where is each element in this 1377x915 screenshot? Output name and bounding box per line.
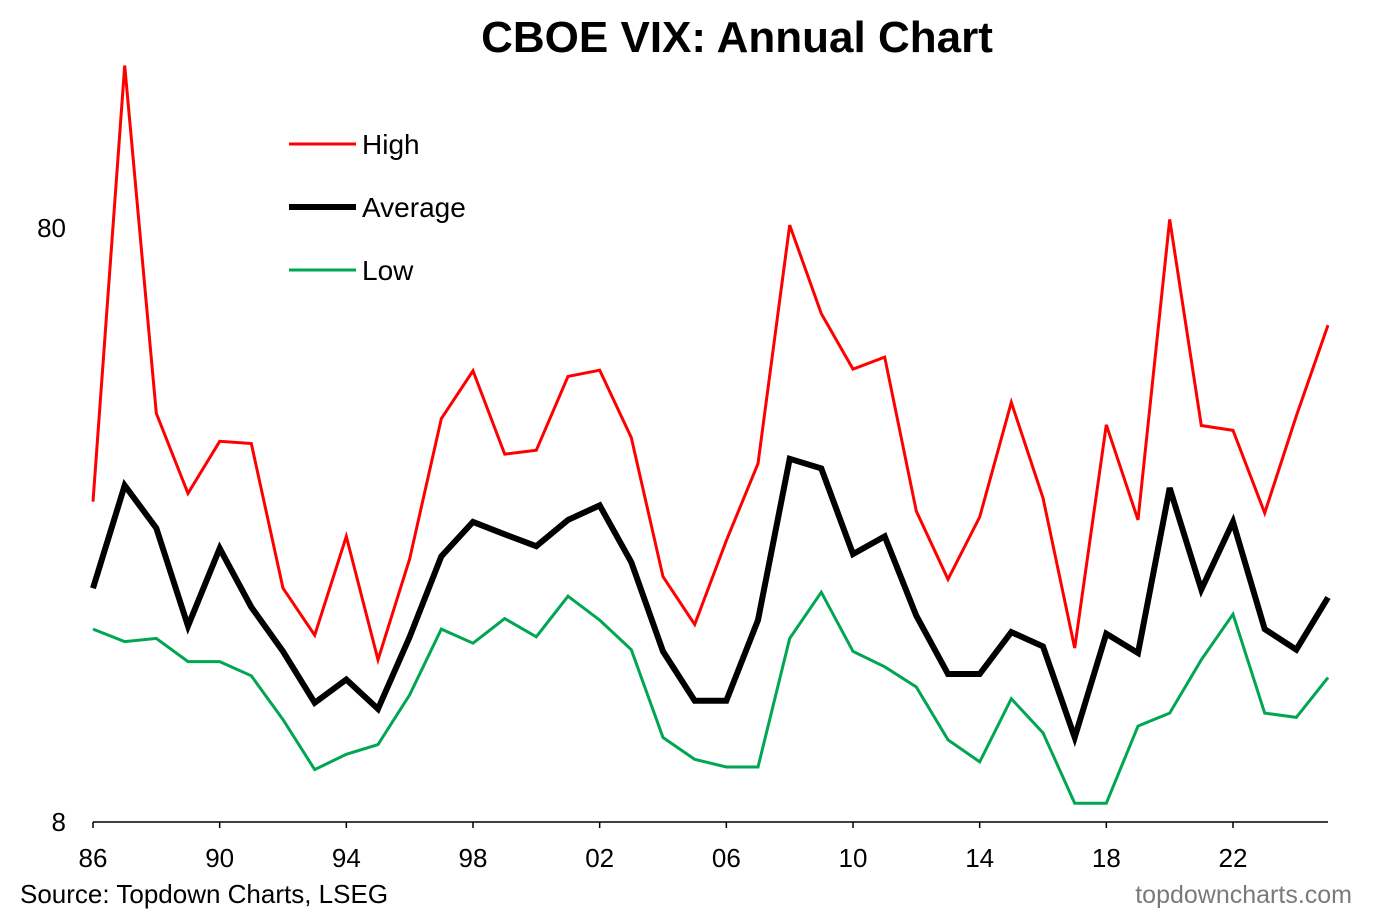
- series-layer: [90, 65, 1331, 805]
- x-tick-label: 10: [839, 843, 868, 873]
- x-tick-label: 98: [459, 843, 488, 873]
- y-tick-label: 80: [37, 213, 66, 243]
- legend: High Average Low: [289, 129, 466, 286]
- y-axis-ticks: 80 8: [37, 213, 66, 837]
- series-line-low: [92, 589, 1330, 805]
- chart-title: CBOE VIX: Annual Chart: [481, 13, 993, 62]
- legend-label-high: High: [362, 129, 420, 160]
- legend-item-low: Low: [289, 255, 414, 286]
- x-tick-label: 06: [712, 843, 741, 873]
- x-tick-label: 90: [205, 843, 234, 873]
- x-tick-label: 94: [332, 843, 361, 873]
- x-tick-label: 18: [1092, 843, 1121, 873]
- legend-label-low: Low: [362, 255, 414, 286]
- series-line-average: [90, 454, 1331, 748]
- watermark: topdowncharts.com: [1135, 881, 1352, 909]
- legend-item-average: Average: [289, 192, 466, 223]
- legend-label-average: Average: [362, 192, 466, 223]
- x-tick-label: 86: [79, 843, 108, 873]
- legend-item-high: High: [289, 129, 420, 160]
- plot-area: 86 90 94 98 02 06 10 14 18 22 80 8: [37, 65, 1331, 873]
- x-axis-ticks: 86 90 94 98 02 06 10 14 18 22: [79, 822, 1248, 873]
- source-note: Source: Topdown Charts, LSEG: [20, 879, 388, 909]
- y-tick-label: 8: [52, 807, 66, 837]
- x-tick-label: 22: [1219, 843, 1248, 873]
- series-line-high: [91, 65, 1330, 666]
- x-tick-label: 14: [965, 843, 994, 873]
- x-tick-label: 02: [585, 843, 614, 873]
